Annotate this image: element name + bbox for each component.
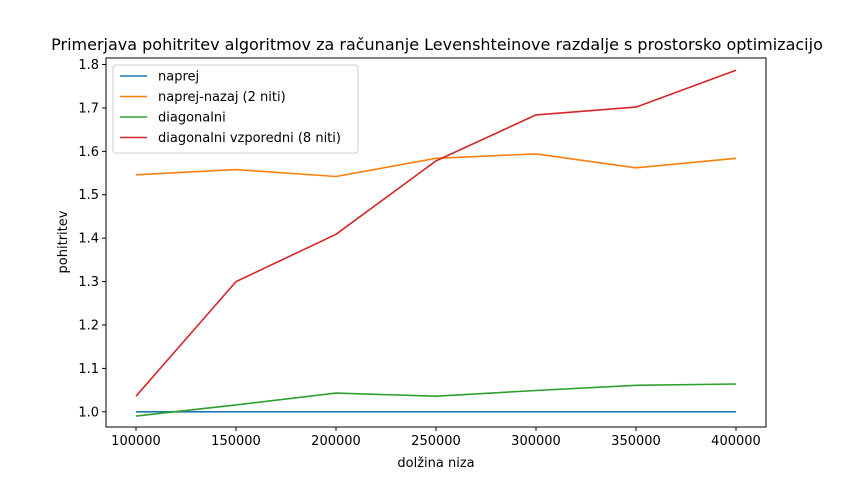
series-line-2 (135, 383, 737, 417)
chart-title: Primerjava pohitritev algoritmov za raču… (51, 35, 823, 54)
x-tick-label: 250000 (411, 434, 461, 449)
y-axis-label: pohitritev (56, 210, 71, 273)
y-tick-label: 1.1 (78, 362, 99, 377)
x-tick-label: 350000 (611, 434, 661, 449)
legend-label: naprej-nazaj (2 niti) (158, 90, 286, 105)
y-tick-label: 1.5 (78, 188, 99, 203)
x-axis-label: dolžina niza (397, 456, 474, 471)
legend-label: diagonalni (158, 111, 226, 126)
legend-label: diagonalni vzporedni (8 niti) (158, 131, 341, 146)
legend-label: naprej (158, 70, 199, 85)
y-tick-label: 1.6 (78, 145, 99, 160)
y-tick-label: 1.4 (78, 232, 99, 247)
x-tick-label: 100000 (111, 434, 161, 449)
x-tick-label: 150000 (211, 434, 261, 449)
y-tick-label: 1.2 (78, 318, 99, 333)
y-tick-label: 1.3 (78, 275, 99, 290)
x-tick-label: 200000 (311, 434, 361, 449)
series-line-3 (135, 69, 737, 397)
y-axis: 1.0 1.1 1.2 1.3 1.4 1.5 1.6 1.7 1.8 (78, 58, 106, 420)
x-tick-label: 400000 (711, 434, 761, 449)
x-axis: 100000 150000 200000 250000 300000 350000 4000… (111, 427, 761, 449)
y-tick-label: 1.0 (78, 405, 99, 420)
y-tick-label: 1.8 (78, 58, 99, 73)
legend-box (112, 64, 359, 154)
series-line-1 (135, 153, 737, 178)
plot-lines (135, 69, 737, 417)
legend: naprej naprej-nazaj (2 niti) diagonalni dia… (112, 64, 359, 154)
y-tick-label: 1.7 (78, 101, 99, 116)
x-tick-label: 300000 (511, 434, 561, 449)
